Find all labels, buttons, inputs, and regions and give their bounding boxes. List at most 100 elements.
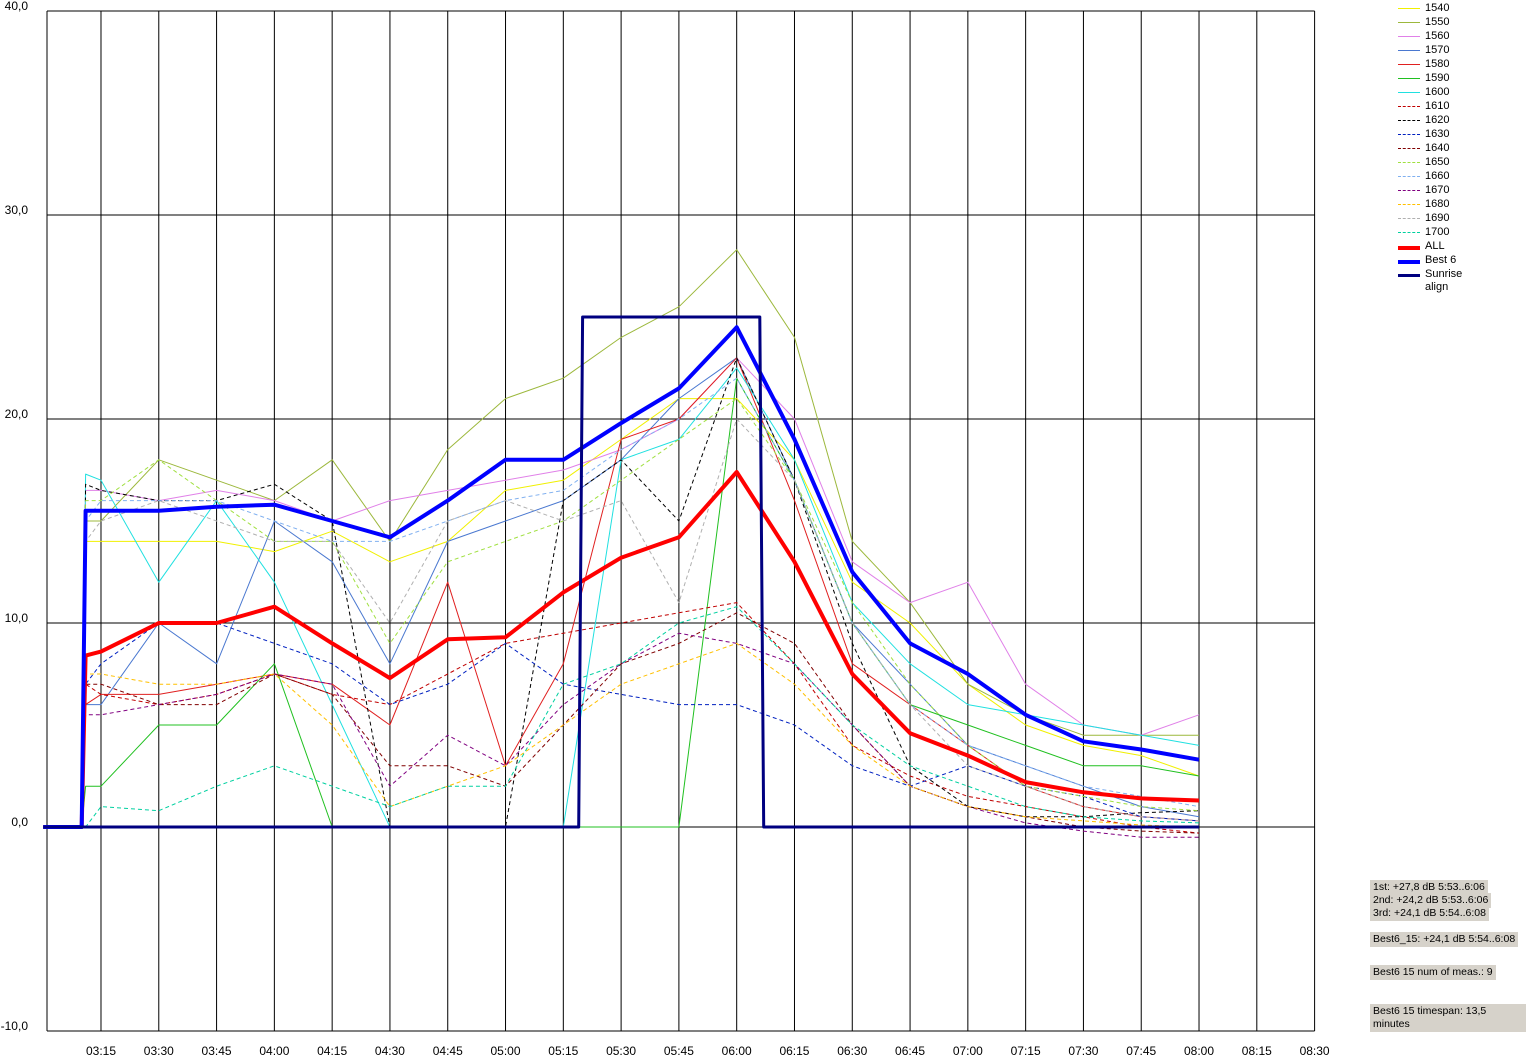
legend-swatch bbox=[1398, 120, 1420, 121]
legend-swatch bbox=[1398, 78, 1420, 79]
annotation: 2nd: +24,2 dB 5:53..6:06 bbox=[1370, 893, 1492, 908]
series-line bbox=[43, 249, 1199, 828]
legend-label: 1650 bbox=[1425, 156, 1450, 168]
legend-swatch bbox=[1398, 106, 1420, 107]
x-tick-label: 06:00 bbox=[722, 1044, 752, 1058]
legend-label: 1660 bbox=[1425, 170, 1450, 182]
legend-item: 1580 bbox=[1398, 58, 1470, 72]
series-line bbox=[43, 357, 1200, 828]
series-line bbox=[43, 315, 1199, 829]
legend-swatch bbox=[1398, 36, 1420, 37]
legend-swatch bbox=[1398, 50, 1420, 51]
x-tick-label: 08:30 bbox=[1300, 1044, 1330, 1058]
legend-label: 1560 bbox=[1425, 30, 1450, 42]
legend-swatch bbox=[1398, 232, 1420, 233]
x-tick-label: 05:45 bbox=[664, 1044, 694, 1058]
y-tick-label: -10,0 bbox=[1, 1019, 29, 1033]
legend-label: 1580 bbox=[1425, 58, 1450, 70]
legend-label: ALL bbox=[1425, 240, 1445, 252]
series-line bbox=[43, 632, 1199, 838]
legend: 1540 1550 1560 1570 1580 1590 1600 1610 1620 1630… bbox=[1398, 2, 1470, 293]
series-line bbox=[43, 325, 1200, 829]
x-tick-label: 05:15 bbox=[548, 1044, 578, 1058]
legend-swatch bbox=[1398, 204, 1420, 205]
y-tick-label: 30,0 bbox=[5, 203, 29, 217]
x-tick-label: 05:00 bbox=[491, 1044, 521, 1058]
x-tick-label: 04:15 bbox=[317, 1044, 347, 1058]
legend-item: 1700 bbox=[1398, 226, 1470, 240]
legend-item: 1560 bbox=[1398, 30, 1470, 44]
legend-swatch bbox=[1398, 190, 1420, 191]
series-line bbox=[43, 377, 1200, 828]
legend-item: 1550 bbox=[1398, 16, 1470, 30]
legend-item: 1600 bbox=[1398, 86, 1470, 100]
legend-label: 1610 bbox=[1425, 100, 1450, 112]
legend-item: 1620 bbox=[1398, 114, 1470, 128]
legend-swatch bbox=[1398, 274, 1420, 277]
legend-label: 1540 bbox=[1425, 2, 1450, 14]
series-line bbox=[43, 398, 1200, 828]
legend-item: 1540 bbox=[1398, 2, 1470, 16]
annotation: Best6_15: +24,1 dB 5:54..6:08 bbox=[1370, 932, 1519, 947]
legend-swatch bbox=[1398, 134, 1420, 135]
series-line bbox=[43, 470, 1200, 829]
series-line bbox=[43, 622, 1200, 828]
legend-item: 1590 bbox=[1398, 72, 1470, 86]
y-tick-label: 20,0 bbox=[5, 407, 29, 421]
legend-item: ALL bbox=[1398, 240, 1470, 254]
legend-label: 1670 bbox=[1425, 184, 1450, 196]
legend-swatch bbox=[1398, 22, 1420, 23]
legend-label: 1590 bbox=[1425, 72, 1450, 84]
legend-label: 1570 bbox=[1425, 44, 1450, 56]
legend-item: 1670 bbox=[1398, 184, 1470, 198]
y-tick-label: 40,0 bbox=[5, 0, 29, 13]
series-line bbox=[43, 606, 1200, 828]
legend-label: 1550 bbox=[1425, 16, 1450, 28]
x-tick-label: 03:45 bbox=[202, 1044, 232, 1058]
annotation: Best6 15 timespan: 13,5 minutes bbox=[1370, 1004, 1526, 1032]
x-tick-label: 03:30 bbox=[144, 1044, 174, 1058]
x-tick-label: 08:15 bbox=[1242, 1044, 1272, 1058]
x-tick-label: 08:00 bbox=[1184, 1044, 1214, 1058]
x-tick-label: 07:00 bbox=[953, 1044, 983, 1058]
x-tick-label: 06:30 bbox=[837, 1044, 867, 1058]
legend-swatch bbox=[1398, 92, 1420, 93]
legend-label: 1640 bbox=[1425, 142, 1450, 154]
annotation: 3rd: +24,1 dB 5:54..6:08 bbox=[1370, 906, 1489, 921]
y-tick-label: 10,0 bbox=[5, 611, 29, 625]
legend-item: 1650 bbox=[1398, 156, 1470, 170]
legend-item: Best 6 bbox=[1398, 254, 1470, 268]
x-tick-label: 07:45 bbox=[1126, 1044, 1156, 1058]
x-tick-label: 06:45 bbox=[895, 1044, 925, 1058]
legend-item: 1680 bbox=[1398, 198, 1470, 212]
x-tick-label: 03:15 bbox=[86, 1044, 116, 1058]
legend-item: 1660 bbox=[1398, 170, 1470, 184]
legend-label: 1620 bbox=[1425, 114, 1450, 126]
legend-label: 1630 bbox=[1425, 128, 1450, 140]
x-tick-label: 04:00 bbox=[259, 1044, 289, 1058]
legend-swatch bbox=[1398, 260, 1420, 264]
y-tick-label: 0,0 bbox=[11, 815, 28, 829]
legend-label: Best 6 bbox=[1425, 254, 1457, 266]
series-line bbox=[43, 418, 1200, 828]
legend-label: 1680 bbox=[1425, 198, 1450, 210]
series-line bbox=[43, 642, 1200, 828]
legend-swatch bbox=[1398, 64, 1420, 65]
legend-label: 1690 bbox=[1425, 212, 1450, 224]
legend-item: 1690 bbox=[1398, 212, 1470, 226]
x-tick-label: 07:30 bbox=[1068, 1044, 1098, 1058]
legend-label: Sunrise align bbox=[1425, 268, 1463, 293]
legend-label: 1700 bbox=[1425, 226, 1450, 238]
legend-item: 1570 bbox=[1398, 44, 1470, 58]
x-tick-label: 05:30 bbox=[606, 1044, 636, 1058]
series-line bbox=[43, 602, 1200, 834]
x-tick-label: 07:15 bbox=[1011, 1044, 1041, 1058]
legend-swatch bbox=[1398, 162, 1420, 163]
legend-item: 1610 bbox=[1398, 100, 1470, 114]
legend-item: 1640 bbox=[1398, 142, 1470, 156]
legend-label: 1600 bbox=[1425, 86, 1450, 98]
legend-item: 1630 bbox=[1398, 128, 1470, 142]
legend-swatch bbox=[1398, 148, 1420, 149]
